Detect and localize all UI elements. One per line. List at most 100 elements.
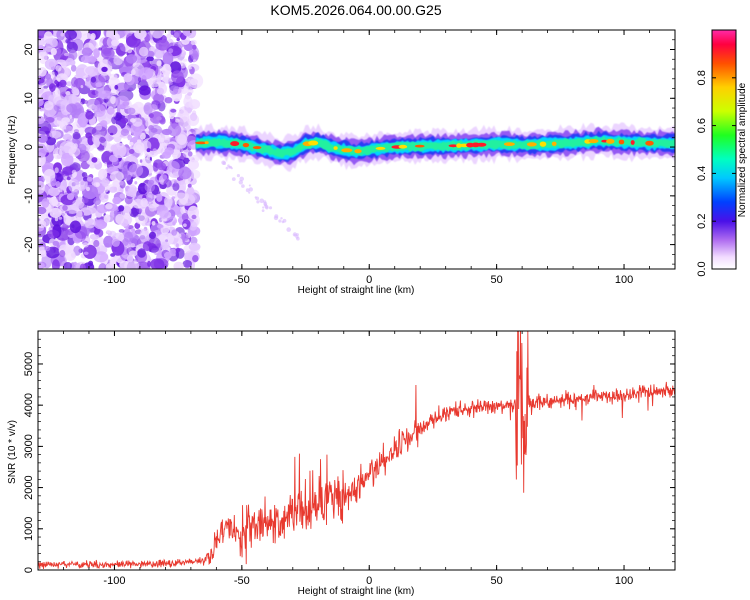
noise-blob bbox=[82, 242, 89, 248]
noise-blob bbox=[103, 235, 114, 248]
streak-dot bbox=[278, 219, 282, 223]
noise-blob bbox=[100, 120, 108, 127]
streak-dot bbox=[262, 206, 265, 209]
noise-blob bbox=[187, 159, 199, 170]
noise-blob bbox=[113, 55, 123, 66]
noise-blob bbox=[106, 107, 115, 115]
noise-blob bbox=[105, 263, 113, 269]
noise-blob bbox=[85, 110, 94, 120]
noise-blob bbox=[90, 33, 96, 40]
ridge-hotspot bbox=[195, 141, 208, 145]
noise-blob bbox=[138, 67, 154, 80]
noise-blob bbox=[157, 87, 164, 95]
noise-blob bbox=[128, 250, 138, 257]
noise-blob bbox=[68, 146, 81, 157]
noise-blob bbox=[172, 182, 180, 191]
noise-blob bbox=[175, 243, 179, 248]
noise-blob bbox=[81, 238, 86, 242]
noise-blob bbox=[144, 182, 156, 193]
noise-blob bbox=[104, 162, 108, 167]
noise-blob bbox=[97, 90, 113, 99]
noise-blob bbox=[122, 205, 131, 213]
noise-blob bbox=[163, 179, 172, 188]
ridge-hotspot bbox=[204, 141, 209, 145]
noise-blob bbox=[137, 80, 149, 91]
noise-blob bbox=[85, 66, 100, 76]
spectrogram-image bbox=[38, 30, 675, 269]
noise-blob bbox=[193, 59, 197, 62]
noise-blob bbox=[45, 73, 51, 80]
noise-blob bbox=[73, 245, 82, 256]
noise-blob bbox=[52, 147, 63, 160]
noise-blob bbox=[150, 30, 165, 39]
noise-blob bbox=[171, 196, 176, 199]
noise-blob bbox=[135, 84, 141, 89]
noise-blob bbox=[48, 187, 60, 197]
noise-blob bbox=[72, 199, 83, 207]
snr-ylabel: SNR (10 * v/v) bbox=[7, 420, 18, 484]
noise-blob bbox=[126, 255, 134, 263]
noise-blob bbox=[173, 192, 189, 205]
snr-xtick-label: 100 bbox=[615, 575, 633, 587]
noise-blob bbox=[99, 136, 106, 143]
noise-blob bbox=[189, 189, 200, 204]
noise-blob bbox=[147, 260, 151, 267]
noise-blob bbox=[70, 64, 77, 72]
noise-blob bbox=[62, 133, 73, 141]
noise-blob bbox=[150, 104, 158, 111]
noise-blob bbox=[161, 128, 173, 136]
noise-blob bbox=[139, 228, 149, 243]
noise-blob bbox=[190, 39, 197, 46]
noise-blob bbox=[109, 186, 118, 193]
noise-blob bbox=[63, 262, 73, 269]
snr-plot-area bbox=[38, 331, 675, 570]
noise-blob bbox=[38, 67, 47, 77]
colorbar-tick-label: 0.0 bbox=[696, 261, 708, 276]
noise-blob bbox=[66, 41, 78, 54]
noise-blob bbox=[54, 167, 59, 174]
noise-blob bbox=[53, 47, 69, 63]
noise-blob bbox=[38, 35, 42, 40]
noise-blob bbox=[77, 118, 83, 125]
noise-blob bbox=[84, 219, 96, 229]
noise-blob bbox=[161, 63, 172, 76]
noise-blob bbox=[91, 157, 98, 163]
ridge-hotspot bbox=[526, 142, 537, 147]
noise-blob bbox=[72, 131, 81, 140]
noise-blob bbox=[114, 84, 119, 90]
spectrogram-ytick-label: -20 bbox=[23, 237, 35, 253]
noise-blob bbox=[127, 134, 133, 141]
noise-blob bbox=[38, 143, 47, 158]
noise-blob bbox=[146, 56, 154, 62]
noise-blob bbox=[93, 48, 100, 59]
noise-blob bbox=[137, 77, 142, 82]
noise-blob bbox=[170, 108, 177, 113]
noise-blob bbox=[59, 79, 67, 88]
noise-blob bbox=[160, 241, 170, 249]
noise-blob bbox=[73, 102, 82, 116]
noise-blob bbox=[54, 217, 59, 222]
noise-blob bbox=[135, 213, 148, 225]
noise-blob bbox=[192, 255, 199, 263]
noise-blob bbox=[145, 120, 150, 127]
noise-blob bbox=[52, 240, 60, 246]
noise-blob bbox=[49, 207, 62, 218]
noise-blob bbox=[93, 104, 106, 117]
ridge-hotspot bbox=[503, 142, 515, 147]
snr-ytick-label: 1000 bbox=[23, 517, 35, 541]
noise-blob bbox=[191, 214, 197, 220]
noise-blob bbox=[168, 48, 174, 54]
noise-blob bbox=[126, 107, 136, 115]
streak-dot bbox=[259, 198, 265, 204]
noise-blob bbox=[41, 198, 50, 208]
noise-blob bbox=[89, 233, 100, 240]
noise-blob bbox=[130, 243, 136, 248]
noise-blob bbox=[39, 108, 44, 112]
noise-blob bbox=[159, 205, 169, 219]
noise-blob bbox=[187, 66, 192, 70]
noise-blob bbox=[146, 148, 151, 153]
noise-blob bbox=[142, 61, 150, 69]
snr-ytick-label: 2000 bbox=[23, 475, 35, 499]
spectrogram-ytick-label: 20 bbox=[23, 43, 35, 55]
noise-blob bbox=[118, 205, 125, 212]
